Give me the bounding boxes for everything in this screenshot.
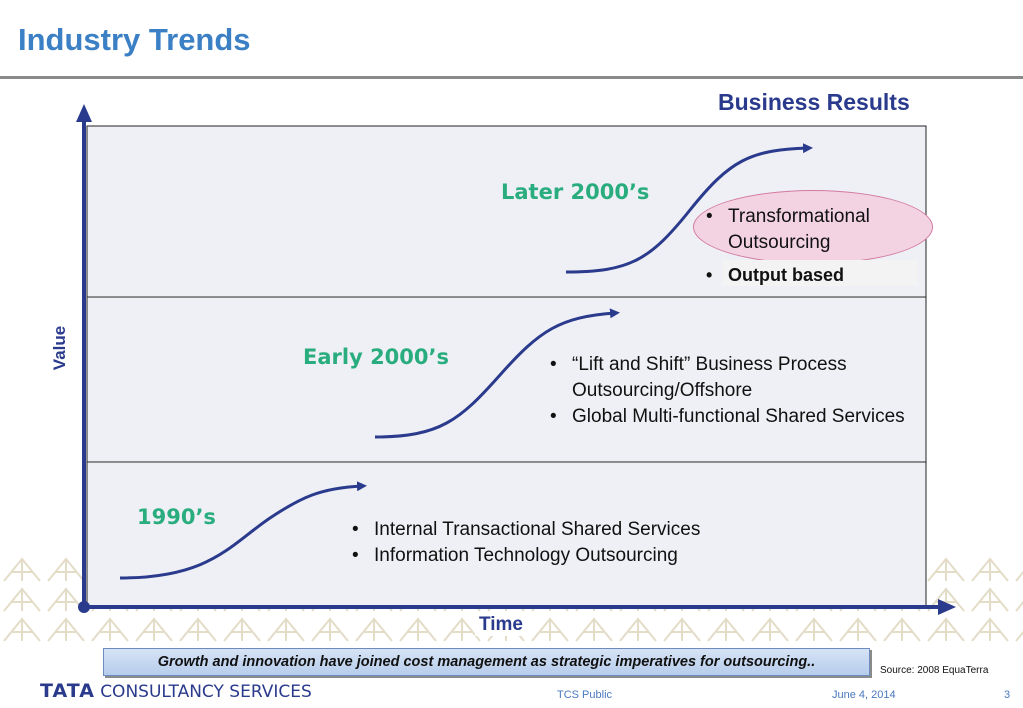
bullets-early-2000s: • “Lift and Shift” Business Process Outso… xyxy=(546,352,906,430)
list-item: • Global Multi-functional Shared Services xyxy=(550,406,905,427)
band-1990s xyxy=(87,463,926,608)
axis-origin xyxy=(78,601,90,613)
bullets-later-2000s: • Transformational Outsourcing • Output ba… xyxy=(702,204,902,288)
footer-classification: TCS Public xyxy=(557,689,613,701)
summary-banner: Growth and innovation have joined cost m… xyxy=(103,648,870,676)
y-axis-label: Value xyxy=(50,325,70,371)
arrow-icon xyxy=(76,104,92,122)
output-based-highlight xyxy=(722,260,918,286)
curve-1990s xyxy=(119,481,367,580)
era-label-later-2000s: Later 2000’s xyxy=(501,180,650,204)
list-item: • Transformational Outsourcing xyxy=(706,206,870,253)
era-label-1990s: 1990’s xyxy=(137,505,216,529)
title-divider xyxy=(0,76,1023,79)
band-early-2000s xyxy=(87,297,926,462)
logo-tata: TATA xyxy=(40,680,95,702)
arrow-icon xyxy=(938,599,956,615)
source-note: Source: 2008 EquaTerra xyxy=(880,665,989,676)
curve-early-2000s xyxy=(374,308,620,439)
list-item: • “Lift and Shift” Business Process Outso… xyxy=(550,354,847,401)
footer-date: June 4, 2014 xyxy=(832,689,896,701)
business-results-label: Business Results xyxy=(718,89,910,115)
bullets-1990s: • Internal Transactional Shared Services … xyxy=(348,517,788,569)
page-number: 3 xyxy=(1004,689,1011,701)
list-item: • Information Technology Outsourcing xyxy=(352,545,678,566)
era-label-early-2000s: Early 2000’s xyxy=(303,345,449,369)
list-item: • Internal Transactional Shared Services xyxy=(352,519,701,540)
x-axis-label: Time xyxy=(475,614,528,636)
highlight-ellipse xyxy=(693,190,933,264)
company-logo: TATA CONSULTANCY SERVICES xyxy=(40,680,312,703)
curve-later-2000s xyxy=(565,143,813,274)
page-title: Industry Trends xyxy=(18,22,251,57)
list-item: • Output based xyxy=(706,265,844,285)
logo-text: CONSULTANCY SERVICES xyxy=(100,682,312,702)
